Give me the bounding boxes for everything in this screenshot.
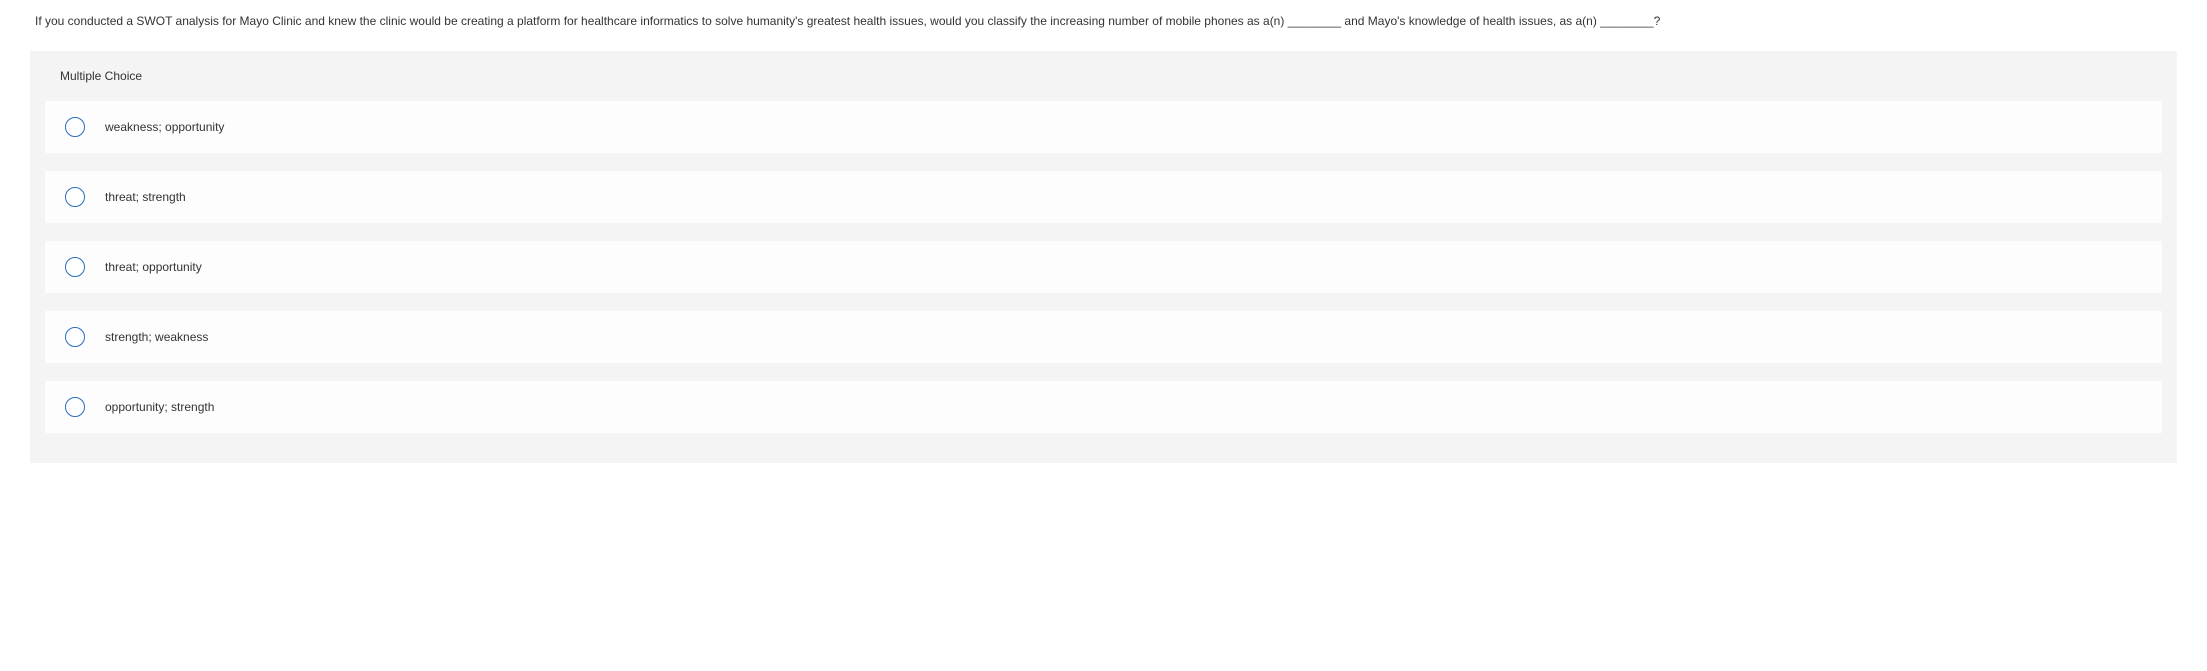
section-header: Multiple Choice — [30, 51, 2177, 101]
choice-label: threat; opportunity — [105, 260, 202, 274]
radio-icon — [65, 397, 85, 417]
question-text: If you conducted a SWOT analysis for May… — [35, 12, 2172, 31]
choice-option-0[interactable]: weakness; opportunity — [45, 101, 2162, 153]
choice-label: weakness; opportunity — [105, 120, 224, 134]
question-container: If you conducted a SWOT analysis for May… — [0, 0, 2207, 51]
choice-label: opportunity; strength — [105, 400, 214, 414]
choice-option-4[interactable]: opportunity; strength — [45, 381, 2162, 433]
radio-icon — [65, 117, 85, 137]
radio-icon — [65, 187, 85, 207]
choice-option-3[interactable]: strength; weakness — [45, 311, 2162, 363]
answer-section: Multiple Choice weakness; opportunity th… — [30, 51, 2177, 463]
choice-label: threat; strength — [105, 190, 186, 204]
choice-option-2[interactable]: threat; opportunity — [45, 241, 2162, 293]
radio-icon — [65, 257, 85, 277]
choice-option-1[interactable]: threat; strength — [45, 171, 2162, 223]
radio-icon — [65, 327, 85, 347]
choice-label: strength; weakness — [105, 330, 208, 344]
